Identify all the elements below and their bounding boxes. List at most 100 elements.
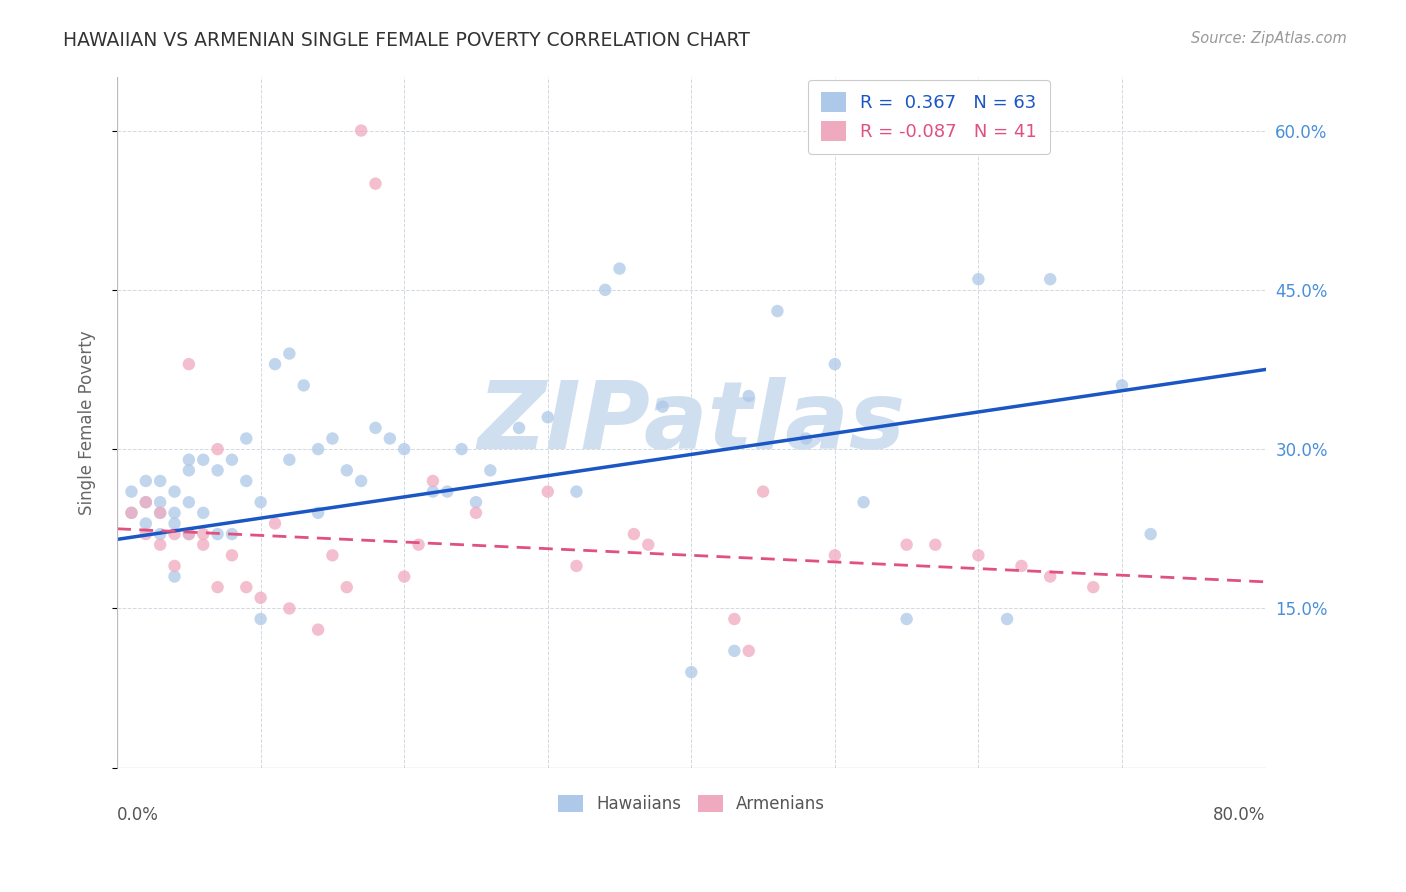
Point xyxy=(193,538,215,552)
Text: Source: ZipAtlas.com: Source: ZipAtlas.com xyxy=(1191,31,1347,46)
Point xyxy=(120,484,142,499)
Point xyxy=(623,527,645,541)
Point xyxy=(278,452,301,467)
Point xyxy=(221,452,243,467)
Point xyxy=(336,580,359,594)
Point xyxy=(967,549,990,563)
Point xyxy=(207,527,229,541)
Text: ZIPatlas: ZIPatlas xyxy=(477,376,905,468)
Point xyxy=(135,527,157,541)
Point xyxy=(177,527,200,541)
Point xyxy=(508,421,530,435)
Text: 0.0%: 0.0% xyxy=(117,805,159,823)
Point xyxy=(609,261,631,276)
Point xyxy=(465,495,488,509)
Point xyxy=(249,495,271,509)
Point xyxy=(392,442,415,456)
Point xyxy=(135,474,157,488)
Point xyxy=(149,527,172,541)
Point xyxy=(149,538,172,552)
Point xyxy=(465,506,488,520)
Legend: Hawaiians, Armenians: Hawaiians, Armenians xyxy=(550,787,834,822)
Point xyxy=(896,612,918,626)
Point xyxy=(766,304,789,318)
Point xyxy=(1039,272,1062,286)
Point xyxy=(378,432,401,446)
Point xyxy=(364,421,387,435)
Point xyxy=(924,538,946,552)
Point xyxy=(1011,558,1033,573)
Point xyxy=(824,549,846,563)
Point xyxy=(336,463,359,477)
Point xyxy=(120,506,142,520)
Point xyxy=(651,400,673,414)
Point xyxy=(235,474,257,488)
Point xyxy=(392,569,415,583)
Point xyxy=(278,601,301,615)
Point xyxy=(752,484,775,499)
Point xyxy=(163,558,186,573)
Point xyxy=(794,432,817,446)
Y-axis label: Single Female Poverty: Single Female Poverty xyxy=(79,330,96,515)
Point xyxy=(207,442,229,456)
Point xyxy=(149,495,172,509)
Point xyxy=(824,357,846,371)
Point xyxy=(422,474,444,488)
Point xyxy=(264,357,287,371)
Point xyxy=(350,123,373,137)
Point xyxy=(321,432,343,446)
Point xyxy=(149,506,172,520)
Point xyxy=(738,389,761,403)
Point xyxy=(177,452,200,467)
Point xyxy=(681,665,703,680)
Point xyxy=(321,549,343,563)
Point xyxy=(995,612,1018,626)
Point xyxy=(177,463,200,477)
Point xyxy=(135,516,157,531)
Point xyxy=(450,442,472,456)
Point xyxy=(307,442,329,456)
Point xyxy=(177,527,200,541)
Point xyxy=(163,484,186,499)
Point xyxy=(422,484,444,499)
Point xyxy=(163,527,186,541)
Point xyxy=(149,474,172,488)
Point xyxy=(163,506,186,520)
Text: 80.0%: 80.0% xyxy=(1213,805,1265,823)
Point xyxy=(163,516,186,531)
Point xyxy=(307,506,329,520)
Point xyxy=(177,357,200,371)
Point xyxy=(193,527,215,541)
Point xyxy=(896,538,918,552)
Point xyxy=(637,538,659,552)
Point xyxy=(1139,527,1161,541)
Point xyxy=(120,506,142,520)
Point xyxy=(193,506,215,520)
Point xyxy=(852,495,875,509)
Point xyxy=(235,580,257,594)
Point xyxy=(292,378,315,392)
Point xyxy=(135,495,157,509)
Point xyxy=(1039,569,1062,583)
Point xyxy=(135,495,157,509)
Point xyxy=(249,591,271,605)
Point xyxy=(1111,378,1133,392)
Point xyxy=(738,644,761,658)
Point xyxy=(479,463,502,477)
Text: HAWAIIAN VS ARMENIAN SINGLE FEMALE POVERTY CORRELATION CHART: HAWAIIAN VS ARMENIAN SINGLE FEMALE POVER… xyxy=(63,31,751,50)
Point xyxy=(221,527,243,541)
Point xyxy=(723,612,745,626)
Point xyxy=(350,474,373,488)
Point xyxy=(967,272,990,286)
Point xyxy=(149,506,172,520)
Point xyxy=(207,580,229,594)
Point xyxy=(177,495,200,509)
Point xyxy=(207,463,229,477)
Point xyxy=(193,452,215,467)
Point xyxy=(537,410,560,425)
Point xyxy=(723,644,745,658)
Point xyxy=(235,432,257,446)
Point xyxy=(436,484,458,499)
Point xyxy=(249,612,271,626)
Point xyxy=(537,484,560,499)
